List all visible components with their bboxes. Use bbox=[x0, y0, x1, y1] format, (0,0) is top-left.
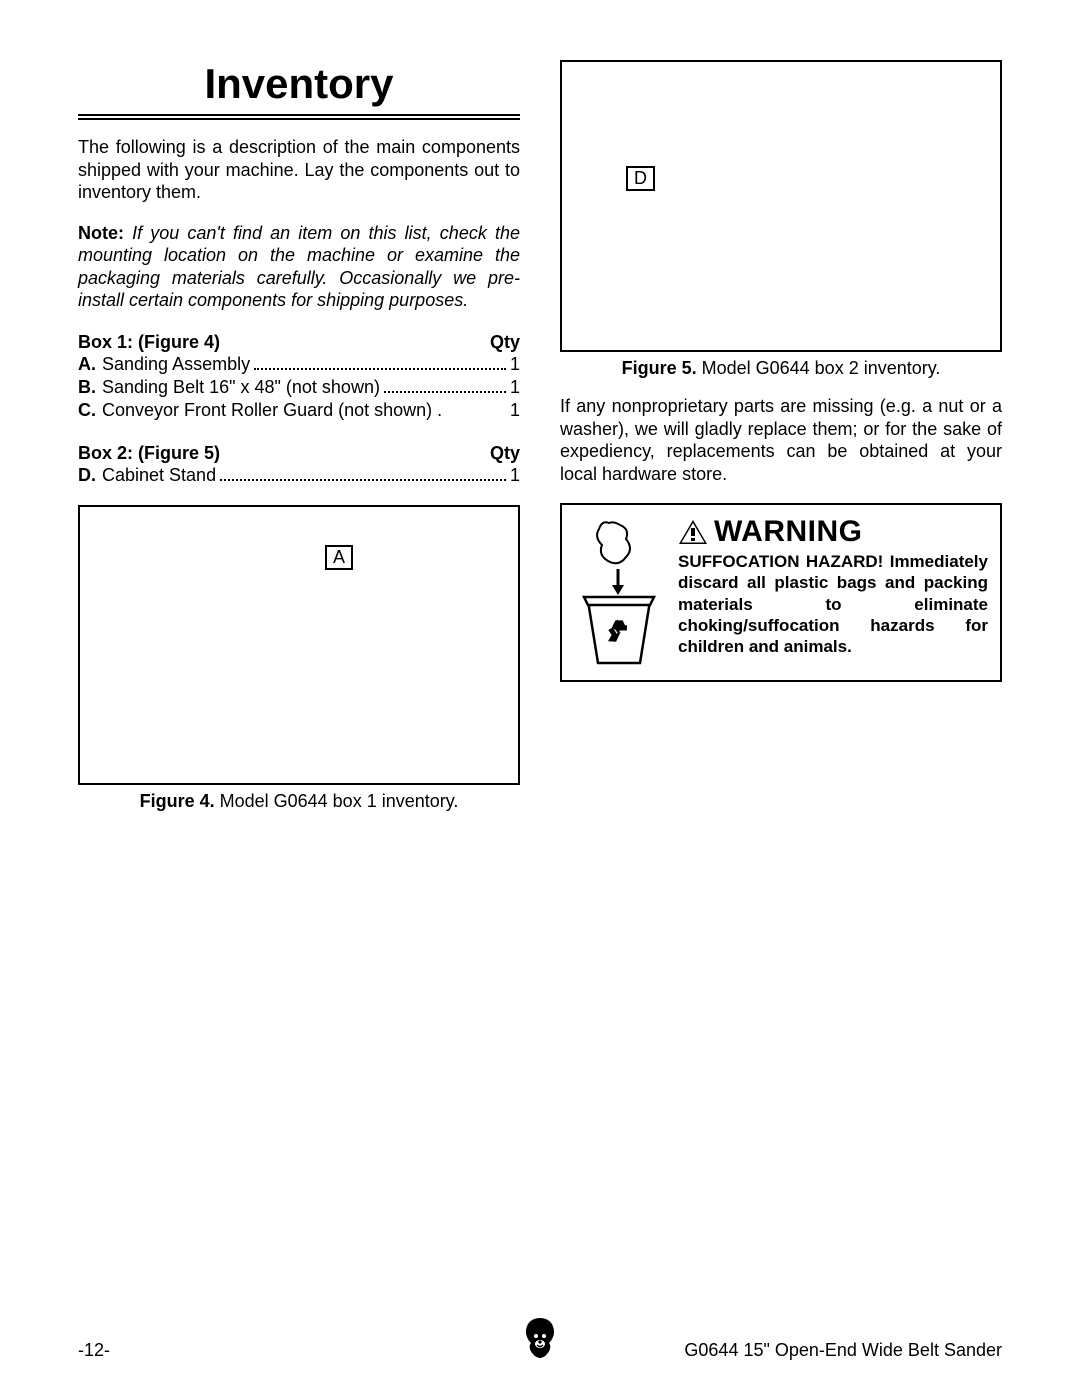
item-letter: D. bbox=[78, 464, 102, 487]
item-letter: B. bbox=[78, 376, 102, 399]
fig5-caption-rest: Model G0644 box 2 inventory. bbox=[697, 358, 941, 378]
box2-group: Box 2: (Figure 5) Qty D. Cabinet Stand 1 bbox=[78, 443, 520, 487]
box1-heading-row: Box 1: (Figure 4) Qty bbox=[78, 332, 520, 353]
box1-qty-label: Qty bbox=[490, 332, 520, 353]
footer-logo-icon bbox=[517, 1314, 563, 1365]
page-title: Inventory bbox=[78, 60, 520, 108]
recycle-bag-icon bbox=[574, 515, 664, 670]
leader-dots bbox=[384, 391, 506, 393]
left-column: Inventory The following is a description… bbox=[78, 60, 520, 812]
item-qty: 1 bbox=[510, 399, 520, 422]
item-letter: C. bbox=[78, 399, 102, 422]
item-letter: A. bbox=[78, 353, 102, 376]
box1-item-c: C. Conveyor Front Roller Guard (not show… bbox=[78, 399, 520, 422]
box1-item-a: A. Sanding Assembly 1 bbox=[78, 353, 520, 376]
figure-4-box: A bbox=[78, 505, 520, 785]
right-column: D Figure 5. Model G0644 box 2 inventory.… bbox=[560, 60, 1002, 812]
note-label: Note: bbox=[78, 223, 124, 243]
item-desc: Sanding Belt 16" x 48" (not shown) bbox=[102, 376, 380, 399]
box2-qty-label: Qty bbox=[490, 443, 520, 464]
footer-page-number: -12- bbox=[78, 1340, 110, 1361]
warning-title: WARNING bbox=[714, 515, 863, 549]
item-qty: 1 bbox=[510, 464, 520, 487]
warning-body: SUFFOCATION HAZARD! Immediately discard … bbox=[678, 551, 988, 657]
box1-heading: Box 1: (Figure 4) bbox=[78, 332, 220, 353]
figure-5-caption: Figure 5. Model G0644 box 2 inventory. bbox=[560, 358, 1002, 379]
item-desc: Sanding Assembly bbox=[102, 353, 250, 376]
figure-5-box: D bbox=[560, 60, 1002, 352]
leader-gap: . bbox=[432, 399, 442, 422]
item-desc: Conveyor Front Roller Guard (not shown) bbox=[102, 399, 432, 422]
fig4-caption-bold: Figure 4. bbox=[140, 791, 215, 811]
item-qty: 1 bbox=[510, 376, 520, 399]
item-qty: 1 bbox=[510, 353, 520, 376]
warning-box: WARNING SUFFOCATION HAZARD! Immediately … bbox=[560, 503, 1002, 682]
note-text: Note: If you can't find an item on this … bbox=[78, 222, 520, 312]
box2-heading: Box 2: (Figure 5) bbox=[78, 443, 220, 464]
figure-4-label: A bbox=[325, 545, 353, 570]
footer-doc-title: G0644 15" Open-End Wide Belt Sander bbox=[684, 1340, 1002, 1361]
fig4-caption-rest: Model G0644 box 1 inventory. bbox=[215, 791, 459, 811]
warning-title-row: WARNING bbox=[678, 515, 988, 549]
box1-item-b: B. Sanding Belt 16" x 48" (not shown) 1 bbox=[78, 376, 520, 399]
page-footer: -12- G0644 15" Open-End Wide Belt Sander bbox=[78, 1340, 1002, 1361]
figure-4-caption: Figure 4. Model G0644 box 1 inventory. bbox=[78, 791, 520, 812]
title-rule-2 bbox=[78, 118, 520, 120]
figure-5-label: D bbox=[626, 166, 655, 191]
intro-text: The following is a description of the ma… bbox=[78, 136, 520, 204]
item-desc: Cabinet Stand bbox=[102, 464, 216, 487]
title-rule-1 bbox=[78, 114, 520, 116]
box1-group: Box 1: (Figure 4) Qty A. Sanding Assembl… bbox=[78, 332, 520, 423]
warning-text-block: WARNING SUFFOCATION HAZARD! Immediately … bbox=[678, 515, 988, 657]
leader-dots bbox=[220, 479, 506, 481]
note-body: If you can't find an item on this list, … bbox=[78, 223, 520, 311]
missing-parts-text: If any nonproprietary parts are missing … bbox=[560, 395, 1002, 485]
fig5-caption-bold: Figure 5. bbox=[622, 358, 697, 378]
warning-triangle-icon bbox=[678, 519, 708, 545]
leader-dots bbox=[254, 368, 506, 370]
warning-hazard: SUFFOCATION HAZARD! bbox=[678, 552, 883, 571]
box2-heading-row: Box 2: (Figure 5) Qty bbox=[78, 443, 520, 464]
box2-item-d: D. Cabinet Stand 1 bbox=[78, 464, 520, 487]
